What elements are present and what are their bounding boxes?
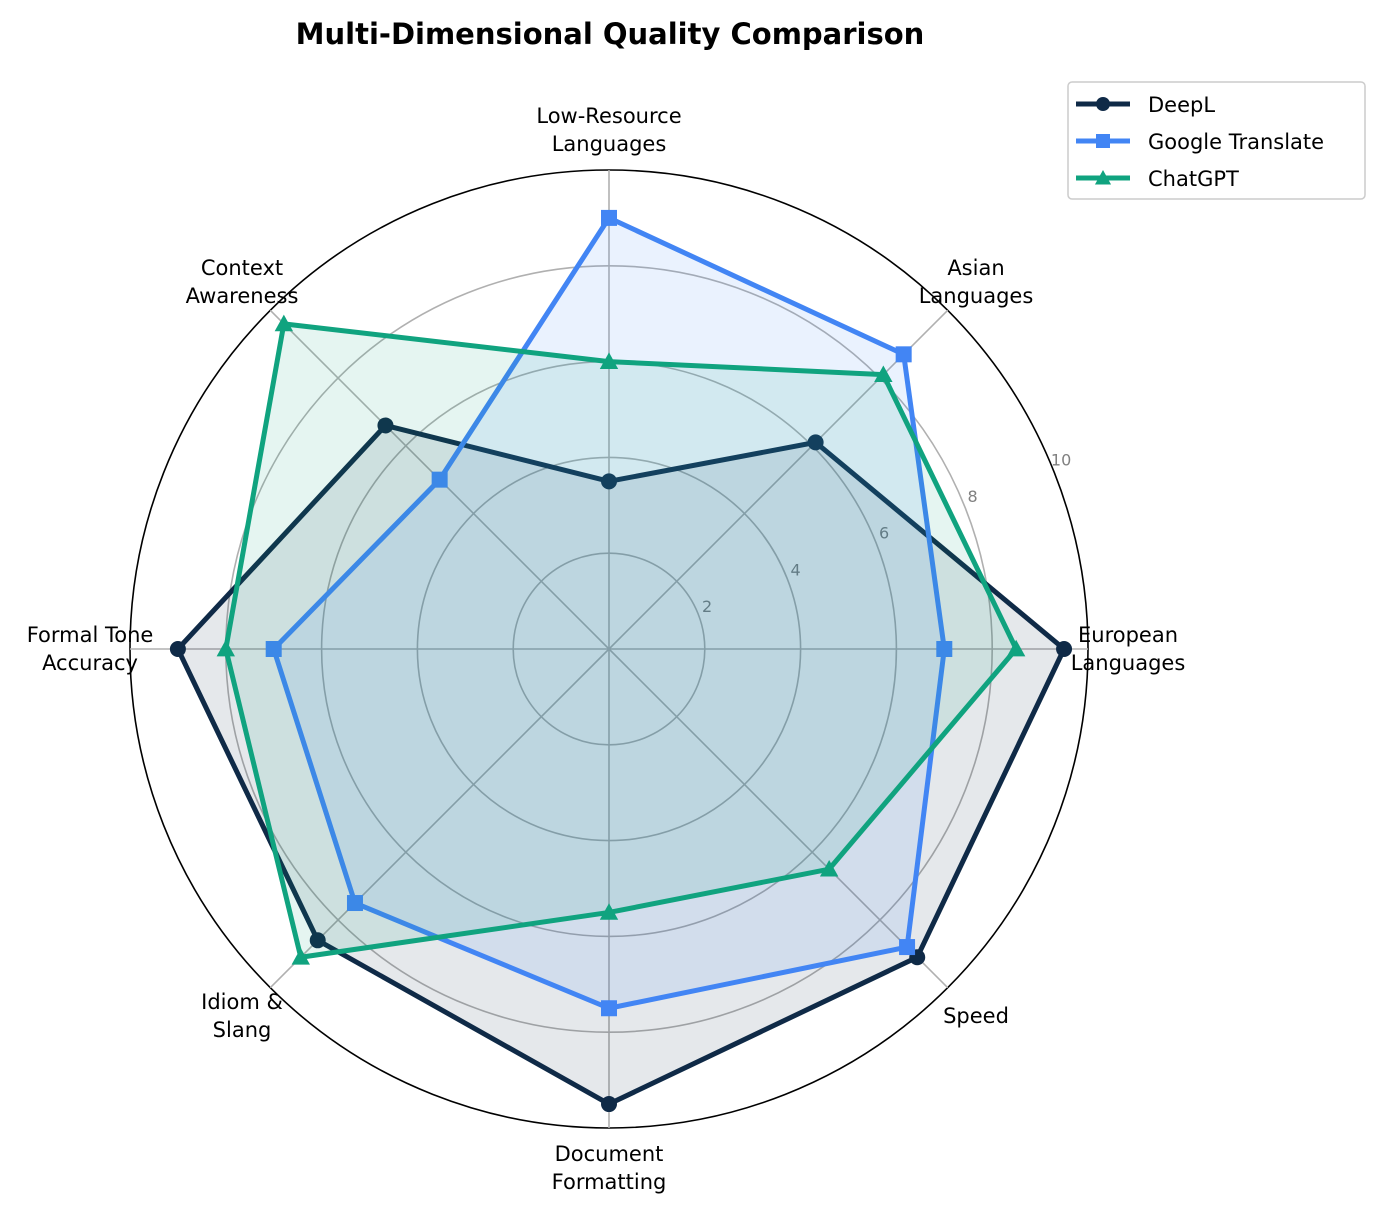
data-point (431, 471, 448, 488)
series-chatgpt (216, 314, 1026, 965)
data-point (895, 346, 912, 363)
axis-label: Idiom & Slang (201, 990, 283, 1042)
data-point (1094, 169, 1112, 185)
data-point (601, 209, 617, 226)
data-point (216, 639, 235, 657)
data-point (1006, 639, 1026, 657)
data-point (265, 641, 282, 657)
data-point (601, 1000, 617, 1017)
axis-label: European Languages (1071, 623, 1186, 675)
legend-label: ChatGPT (1148, 167, 1239, 191)
radar-spoke (269, 648, 610, 989)
axis-labels: European Languages Asian Languages Low-Resou… (27, 104, 1186, 1194)
legend-frame (1067, 81, 1366, 200)
data-point (1096, 134, 1110, 148)
data-point (169, 641, 186, 657)
data-point (599, 903, 619, 920)
axis-label: Speed (943, 1004, 1009, 1028)
series-area (225, 323, 1017, 958)
data-point (899, 939, 916, 956)
radar-spoke (608, 648, 949, 989)
radial-tick-label: 8 (967, 487, 977, 506)
series-area (177, 425, 1065, 1105)
data-point (807, 434, 824, 451)
data-point (874, 365, 893, 383)
data-point (1096, 97, 1110, 111)
data-point (346, 895, 363, 912)
legend-label: DeepL (1148, 93, 1215, 117)
data-point (819, 859, 839, 877)
data-point (599, 352, 619, 369)
data-point (274, 314, 294, 332)
axis-label: Context Awareness (186, 256, 299, 308)
axis-label: Asian Languages (919, 256, 1034, 308)
data-point (601, 473, 617, 490)
series-layer (169, 209, 1073, 1113)
legend-item: ChatGPT (1076, 167, 1239, 191)
legend-item: Google Translate (1076, 130, 1324, 154)
radial-tick-label: 4 (790, 560, 800, 579)
radial-tick-label: 10 (1051, 450, 1071, 469)
data-point (309, 932, 326, 949)
series-google-translate (265, 209, 953, 1017)
data-point (291, 948, 310, 965)
legend-item: DeepL (1076, 93, 1215, 117)
radial-tick-label: 6 (879, 524, 889, 543)
chart-title: Multi-Dimensional Quality Comparison (296, 17, 925, 51)
axis-label: Low-Resource Languages (536, 104, 681, 156)
legend-label: Google Translate (1148, 130, 1324, 154)
radial-tick-labels: 2 4 6 8 10 (702, 450, 1071, 616)
axis-label: Document Formatting (552, 1142, 667, 1194)
axis-label: Formal Tone Accuracy (27, 623, 154, 675)
series-area (273, 217, 945, 1009)
data-point (601, 1096, 617, 1113)
radar-spoke (608, 309, 949, 650)
legend: DeepL Google Translate ChatGPT (1067, 81, 1366, 200)
data-point (1056, 641, 1073, 657)
radial-tick-label: 2 (702, 597, 712, 616)
data-point (936, 641, 953, 657)
data-point (377, 417, 394, 434)
series-deepl (169, 417, 1073, 1113)
